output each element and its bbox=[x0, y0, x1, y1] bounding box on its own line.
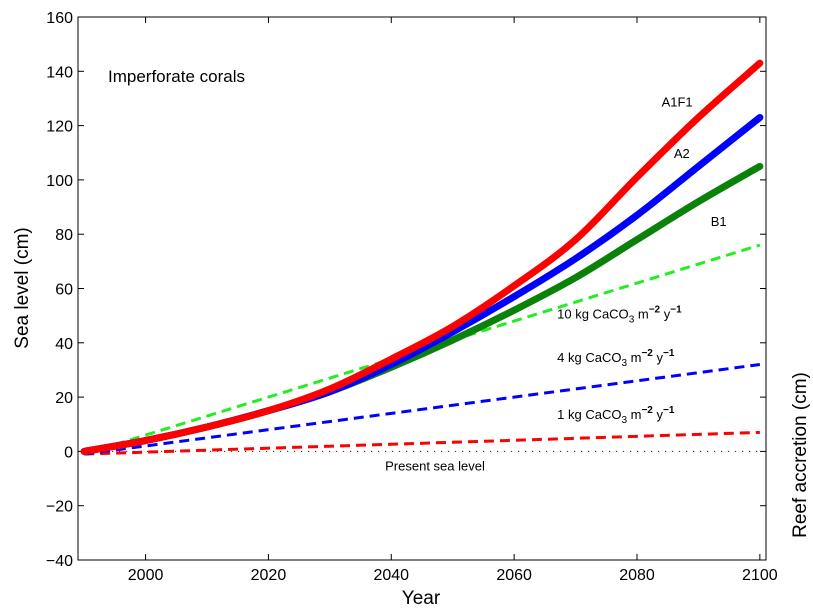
y-tick-label: −40 bbox=[46, 553, 73, 570]
plot-area bbox=[77, 16, 767, 561]
reef-accretion-label: 4 kg CaCO3 m−2 y−1 bbox=[557, 348, 675, 369]
x-tick-label: 2000 bbox=[128, 567, 164, 584]
x-tick-label: 2060 bbox=[496, 567, 532, 584]
series-line bbox=[83, 363, 761, 456]
series-annotation: B1 bbox=[711, 214, 727, 229]
reef-accretion-label: 10 kg CaCO3 m−2 y−1 bbox=[557, 304, 682, 325]
annotation-layer: A1F1 A2 B1 Present sea level 10 kg CaCO3 m−2… bbox=[385, 95, 726, 474]
y-tick-label: −20 bbox=[46, 499, 73, 516]
x-tick-label: 2020 bbox=[251, 567, 287, 584]
x-tick-label: 2040 bbox=[373, 567, 409, 584]
panel-label: Imperforate corals bbox=[108, 67, 245, 86]
series-line bbox=[84, 430, 760, 456]
y-tick-label: 120 bbox=[46, 119, 73, 136]
y-tick-label: 140 bbox=[46, 64, 73, 81]
reef-accretion-label: 1 kg CaCO3 m−2 y−1 bbox=[557, 405, 675, 426]
y-tick-label: 160 bbox=[46, 10, 73, 27]
series-layer bbox=[80, 59, 764, 456]
x-tick-label: 2080 bbox=[619, 567, 655, 584]
x-axis-label: Year bbox=[402, 588, 441, 609]
x-tick-label: 2100 bbox=[742, 567, 778, 584]
series-line bbox=[80, 59, 764, 455]
y-tick-label: 20 bbox=[55, 390, 73, 407]
x-axis-ticks: 2000 2020 2040 2060 2080 2100 bbox=[128, 17, 778, 584]
y-tick-label: 100 bbox=[46, 173, 73, 190]
y-tick-label: 80 bbox=[55, 227, 73, 244]
y-tick-label: 0 bbox=[64, 444, 73, 461]
series-annotation: A2 bbox=[674, 146, 690, 161]
y-axis-label: Sea level (cm) bbox=[12, 227, 33, 348]
series-annotation: Present sea level bbox=[385, 458, 485, 473]
y-axis-label-right: Reef accretion (cm) bbox=[790, 372, 811, 538]
y-tick-label: 60 bbox=[55, 282, 73, 299]
series-annotation: A1F1 bbox=[662, 95, 693, 110]
y-tick-label: 40 bbox=[55, 336, 73, 353]
